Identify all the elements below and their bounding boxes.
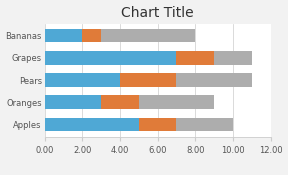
Bar	[101, 29, 195, 42]
Bar	[139, 95, 214, 109]
Bar	[214, 51, 252, 65]
Bar	[45, 73, 120, 87]
Bar	[45, 29, 82, 42]
Bar	[177, 73, 252, 87]
Bar	[45, 118, 139, 131]
Bar	[177, 118, 233, 131]
Bar	[177, 51, 214, 65]
Bar	[101, 95, 139, 109]
Legend: John, Jane, Joe: John, Jane, Joe	[103, 172, 213, 175]
Bar	[45, 51, 177, 65]
Title: Chart Title: Chart Title	[121, 6, 194, 20]
Bar	[139, 118, 177, 131]
Bar	[82, 29, 101, 42]
Bar	[120, 73, 177, 87]
Bar	[45, 95, 101, 109]
